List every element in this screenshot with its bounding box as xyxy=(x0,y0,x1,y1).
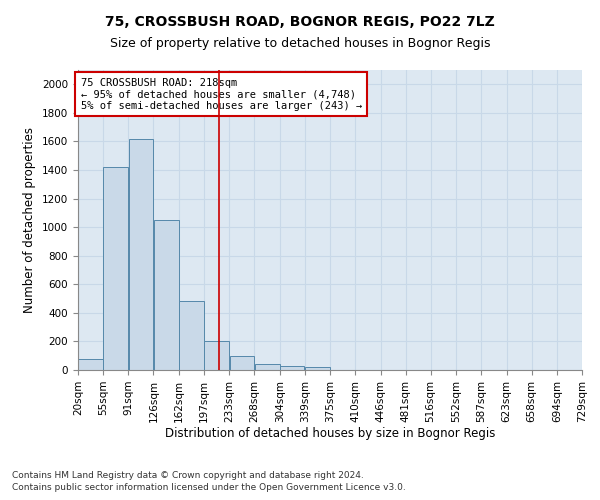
Bar xyxy=(103,167,128,370)
Bar xyxy=(204,342,229,370)
Text: Contains HM Land Registry data © Crown copyright and database right 2024.: Contains HM Land Registry data © Crown c… xyxy=(12,471,364,480)
Y-axis label: Number of detached properties: Number of detached properties xyxy=(23,127,37,313)
Text: 75 CROSSBUSH ROAD: 218sqm
← 95% of detached houses are smaller (4,748)
5% of sem: 75 CROSSBUSH ROAD: 218sqm ← 95% of detac… xyxy=(80,78,362,110)
Bar xyxy=(154,220,179,370)
Text: Contains public sector information licensed under the Open Government Licence v3: Contains public sector information licen… xyxy=(12,484,406,492)
Text: Size of property relative to detached houses in Bognor Regis: Size of property relative to detached ho… xyxy=(110,38,490,51)
Bar xyxy=(179,302,203,370)
Bar xyxy=(78,360,103,370)
Text: 75, CROSSBUSH ROAD, BOGNOR REGIS, PO22 7LZ: 75, CROSSBUSH ROAD, BOGNOR REGIS, PO22 7… xyxy=(105,15,495,29)
X-axis label: Distribution of detached houses by size in Bognor Regis: Distribution of detached houses by size … xyxy=(165,428,495,440)
Bar xyxy=(230,356,254,370)
Bar xyxy=(129,138,153,370)
Bar xyxy=(254,364,280,370)
Bar xyxy=(280,366,304,370)
Bar xyxy=(305,367,330,370)
